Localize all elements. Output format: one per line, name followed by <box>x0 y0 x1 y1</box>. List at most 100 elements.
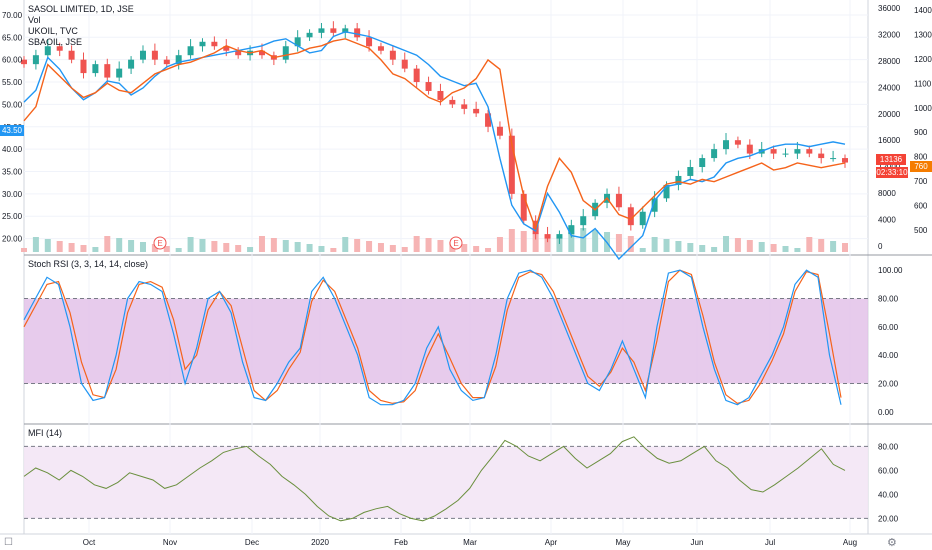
volume-bar <box>56 241 63 252</box>
y-right-outer-tick-label: 0 <box>878 242 883 251</box>
volume-bar <box>163 246 170 252</box>
candle-body <box>663 184 670 199</box>
volume-bar <box>270 238 277 252</box>
volume-bar <box>199 239 206 252</box>
x-tick-label: Jun <box>691 538 704 547</box>
zoom-icon[interactable]: ☐ <box>4 537 13 548</box>
candle-body <box>794 149 801 154</box>
volume-bar <box>723 236 730 252</box>
x-tick-label: Dec <box>245 538 259 547</box>
candle-body <box>330 28 337 33</box>
event-marker-2 <box>449 236 463 250</box>
y-right-outer-tick-label: 24000 <box>878 83 901 92</box>
candle-body <box>116 68 123 78</box>
event-markers[interactable]: E E <box>153 236 463 250</box>
candle-body <box>770 149 777 154</box>
y-right-inner-tick-label: 1000 <box>914 104 932 113</box>
y-right-outer-tick-label: 16000 <box>878 136 901 145</box>
volume-bar <box>247 247 254 252</box>
volume-bar <box>211 241 218 252</box>
candle-body <box>163 59 170 65</box>
x-tick-label: Apr <box>545 538 558 547</box>
stoch-y-tick-label: 100.00 <box>878 266 903 275</box>
right-badge-3: 02:33:10 <box>876 167 908 178</box>
candle-body <box>842 158 848 163</box>
stoch-rsi-title[interactable]: Stoch RSI (3, 3, 14, 14, close) <box>28 259 149 269</box>
candle-body <box>389 50 396 60</box>
candle-body <box>723 140 730 150</box>
candle-body <box>806 149 813 154</box>
y-right-outer-tick-label: 20000 <box>878 110 901 119</box>
candle-body <box>734 140 741 145</box>
candle-body <box>568 225 575 235</box>
x-tick-label: Feb <box>394 538 408 547</box>
volume-bar <box>770 244 777 252</box>
y-right-outer-tick-label: 36000 <box>878 4 901 13</box>
candle-body <box>306 32 313 38</box>
right-badge-1: 13136 <box>876 154 906 165</box>
candle-body <box>104 64 111 78</box>
x-tick-label: May <box>615 538 630 547</box>
event-label-2: E <box>453 239 458 248</box>
stoch-band <box>24 298 868 384</box>
volume-bar <box>21 248 27 252</box>
volume-bar <box>485 248 492 252</box>
y-left-tick-label: 50.00 <box>2 100 23 109</box>
volume-bar <box>699 245 706 252</box>
legend-ukoil[interactable]: UKOIL, TVC <box>28 26 78 36</box>
mfi-title[interactable]: MFI (14) <box>28 428 63 438</box>
right-badge-2: 760 <box>910 161 932 172</box>
volume-bar <box>366 241 373 252</box>
stoch-y-tick-label: 0.00 <box>878 408 894 417</box>
mfi-y-tick-label: 80.00 <box>878 442 899 451</box>
volume-bar <box>425 238 432 252</box>
candle-body <box>496 126 503 136</box>
mfi-line <box>23 436 846 522</box>
candle-body <box>830 158 837 160</box>
settings-gear-icon[interactable]: ⚙ <box>887 537 897 549</box>
y-left-tick-label: 65.00 <box>2 33 23 42</box>
legend-sbaoil[interactable]: SBAOIL, JSE <box>28 37 83 47</box>
candle-body <box>556 234 563 239</box>
x-tick-label: Jul <box>765 538 775 547</box>
volume-bar <box>258 236 265 252</box>
volume-bar <box>794 248 801 252</box>
volume-bar <box>663 239 670 252</box>
legend-symbol[interactable]: SASOL LIMITED, 1D, JSE <box>28 4 134 14</box>
candle-body <box>44 46 51 56</box>
volume-bar <box>342 237 349 252</box>
candle-body <box>437 90 444 100</box>
stoch-k-line <box>23 269 842 406</box>
candle-body <box>485 113 492 127</box>
price-badge: 43.50 <box>0 125 24 136</box>
y-left-tick-label: 70.00 <box>2 11 23 20</box>
y-left-tick-label: 40.00 <box>2 145 23 154</box>
volume-bar <box>377 243 384 252</box>
y-right-outer-tick-label: 28000 <box>878 57 901 66</box>
volume-bar <box>44 239 51 252</box>
y-right-inner-tick-label: 600 <box>914 202 928 211</box>
volume-bar <box>675 241 682 252</box>
volume-bar <box>294 242 301 252</box>
volume-bar <box>615 234 622 252</box>
candle-body <box>175 55 182 65</box>
candle-body <box>258 50 265 56</box>
legend-vol[interactable]: Vol <box>28 15 41 25</box>
volume-bar <box>128 240 135 252</box>
volume-bar <box>830 241 837 252</box>
candle-body <box>818 153 825 159</box>
volume-bar <box>32 237 39 252</box>
volume-bar <box>282 240 289 252</box>
x-tick-label: Nov <box>163 538 177 547</box>
candle-body <box>699 158 706 168</box>
event-label-1: E <box>157 239 162 248</box>
y-right-inner-tick-label: 500 <box>914 226 928 235</box>
volume-bar <box>532 233 539 252</box>
candle-body <box>377 46 384 51</box>
candle-body <box>68 50 75 60</box>
stoch-y-tick-label: 60.00 <box>878 323 899 332</box>
stoch-y-tick-label: 20.00 <box>878 379 899 388</box>
volume-bar <box>556 237 563 252</box>
axis-labels: Oct Nov Dec 2020 Feb Mar Apr May Jun Jul Aug 70.00 6… <box>2 4 932 547</box>
y-right-outer-tick-label: 8000 <box>878 189 896 198</box>
